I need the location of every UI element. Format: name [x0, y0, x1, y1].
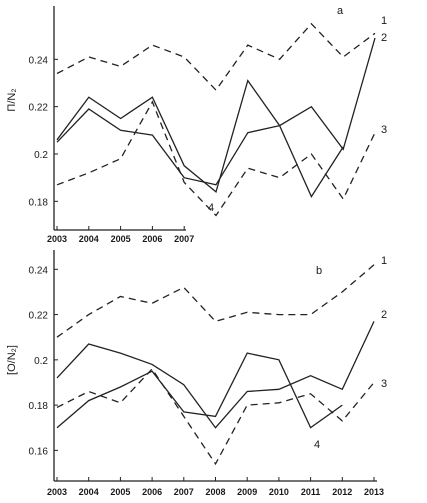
- panel-a-series-3-label: 3: [381, 124, 387, 136]
- panel-b: [O/N₂] b 0.16 0.18 0.2 0.22 0.24 2003 2004 2005…: [6, 250, 387, 497]
- panel-a-series-2-line: [56, 37, 376, 186]
- panel-b-ylabel: [O/N₂]: [6, 345, 18, 375]
- panel-a-label: a: [337, 5, 344, 17]
- panel-a-series-1-line: [56, 22, 376, 92]
- panel-a-xtick-label: 2006: [142, 234, 162, 244]
- panel-a-xtick-label: 2005: [111, 234, 131, 244]
- panel-b-series-1-label: 1: [381, 255, 387, 267]
- panel-b-xtick-label: 2005: [110, 487, 130, 497]
- panel-b-ytick-label: 0.22: [29, 311, 49, 322]
- panel-b-series-4-label: 4: [314, 439, 320, 451]
- panel-b-xtick-label: 2007: [174, 487, 194, 497]
- panel-b-label: b: [316, 265, 322, 277]
- panel-b-xtick-label: 2003: [47, 487, 67, 497]
- panel-b-xtick-label: 2004: [79, 487, 99, 497]
- panel-a-ytick-label: 0.22: [29, 103, 49, 114]
- panel-b-xtick-label: 2006: [142, 487, 162, 497]
- panel-b-ytick-label: 0.24: [29, 265, 49, 276]
- panel-b-xtick-label: 2009: [237, 487, 257, 497]
- panel-b-xtick-label: 2011: [301, 487, 321, 497]
- panel-b-xtick-label: 2008: [205, 487, 225, 497]
- panel-a-ytick-label: 0.18: [29, 197, 49, 208]
- panel-b-xtick-label: 2013: [364, 487, 384, 497]
- panel-b-series-3-label: 3: [381, 378, 387, 390]
- panel-a-series-1-label: 1: [381, 15, 387, 27]
- panel-a-ytick-label: 0.2: [34, 150, 48, 161]
- panel-a-series-2-label: 2: [381, 32, 387, 44]
- panel-b-series-1-line: [56, 264, 375, 338]
- panel-a: Π/Ν₂ a 0.18 0.2 0.22 0.24 2003 2004 2005 2006 20…: [6, 5, 387, 244]
- panel-b-ytick-label: 0.16: [29, 446, 49, 457]
- panel-a-ylabel: Π/Ν₂: [6, 88, 18, 111]
- panel-a-xtick-label: 2007: [174, 234, 194, 244]
- panel-b-ytick-label: 0.18: [29, 401, 49, 412]
- panel-b-ytick-label: 0.2: [34, 356, 48, 367]
- panel-b-series-3-line: [56, 367, 375, 466]
- panel-b-xtick-label: 2012: [332, 487, 352, 497]
- panel-a-series-4-line: [56, 79, 344, 198]
- panel-b-series-4-line: [56, 352, 343, 429]
- panel-b-series-2-line: [56, 321, 375, 429]
- panel-a-ytick-label: 0.24: [29, 55, 49, 66]
- panel-a-xtick-label: 2004: [79, 234, 99, 244]
- panel-b-xtick-label: 2010: [269, 487, 289, 497]
- panel-b-series-2-label: 2: [381, 309, 387, 321]
- panel-a-series-3-line: [56, 100, 376, 217]
- panel-a-xtick-label: 2003: [47, 234, 67, 244]
- panel-a-series-4-label: 4: [208, 202, 214, 214]
